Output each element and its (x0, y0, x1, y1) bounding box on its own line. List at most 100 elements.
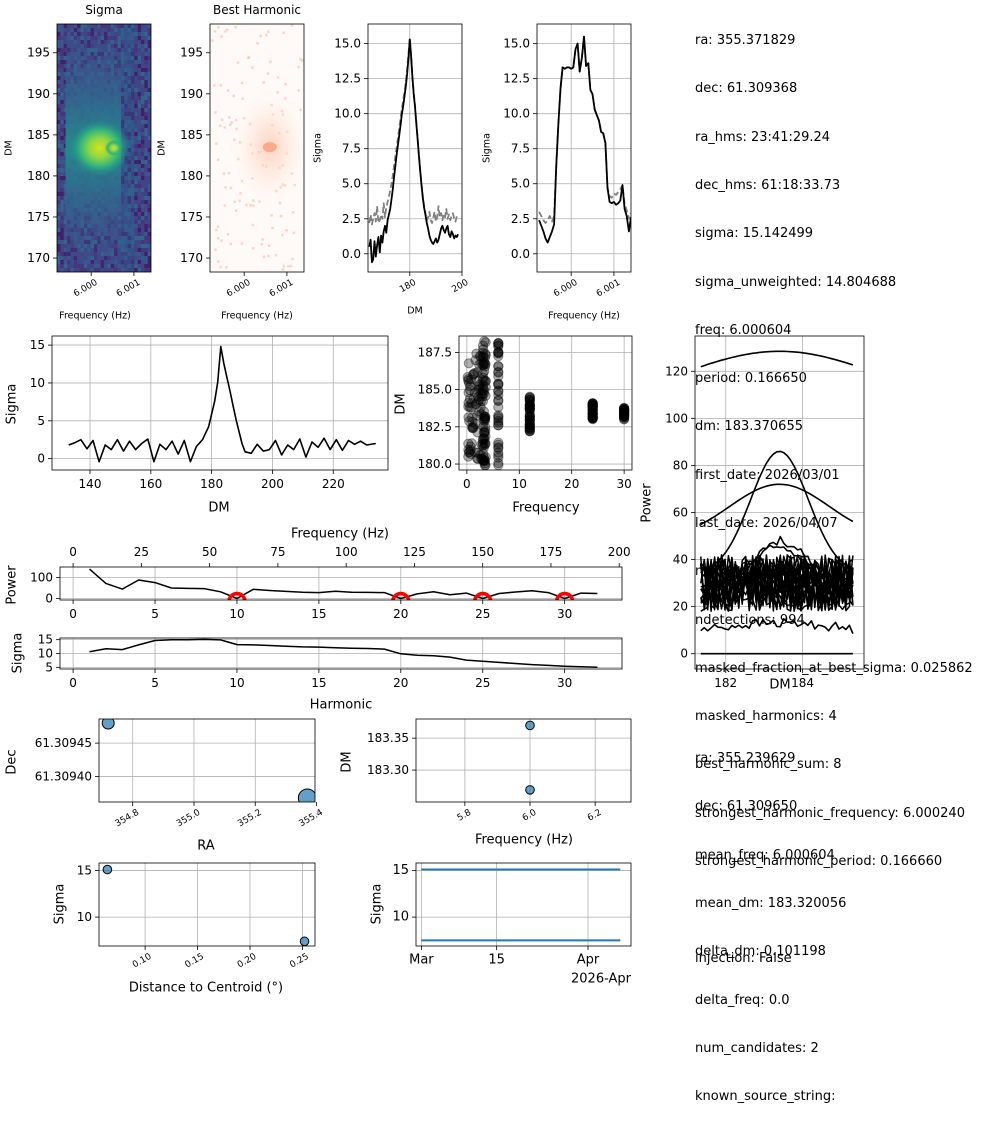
heatmap-cell (144, 44, 148, 49)
heatmap-cell (130, 104, 135, 109)
solid-series (68, 345, 376, 463)
x-tick-label: 0 (463, 477, 471, 491)
heatmap-cell (220, 239, 223, 242)
x-tick-label: 220 (322, 477, 345, 491)
heatmap-cell (144, 184, 148, 189)
heatmap-cell (147, 144, 151, 149)
heatmap-cell (120, 260, 125, 265)
heatmap-cell (141, 252, 145, 257)
y-tick-label: 15 (30, 338, 45, 352)
heatmap-cell (291, 211, 295, 214)
heatmap-cell (141, 212, 145, 217)
heatmap-cell (240, 81, 244, 85)
scatter-point (480, 411, 491, 422)
scatter-point (493, 410, 504, 421)
heatmap-cell (120, 96, 125, 101)
solid-series (89, 638, 598, 669)
heatmap-cell (141, 200, 145, 205)
scatter-point (463, 444, 474, 455)
scatter-point (477, 385, 488, 397)
y-axis-label: Dec (5, 749, 20, 774)
scatter-point (480, 438, 491, 450)
y-tick-label: 80 (673, 458, 688, 472)
heatmap-cell (134, 160, 138, 165)
heatmap-cell (144, 160, 148, 165)
x-tick-label: 20 (393, 676, 408, 690)
heatmap-cell (130, 240, 135, 245)
heatmap-cell (141, 44, 145, 49)
scatter-point (619, 404, 630, 415)
heatmap-cell (127, 96, 131, 101)
heatmap-cell (120, 28, 125, 33)
heatmap-cell (134, 220, 138, 225)
heatmap-cell (147, 136, 151, 141)
heatmap-cell (63, 208, 68, 213)
heatmap-cell (147, 60, 151, 65)
info-line: injection: False (695, 950, 792, 966)
heatmap-cell (130, 32, 135, 37)
x-tick-label: 6.001 (595, 278, 622, 300)
scatter-point (479, 352, 490, 363)
heatmap-cell (127, 176, 131, 181)
heatmap-cell (127, 184, 131, 189)
heatmap-cell (137, 132, 142, 137)
info-line: sigma: 15.142499 (695, 226, 814, 242)
heatmap-cell (144, 84, 148, 89)
heatmap-cell (120, 108, 125, 113)
heatmap-cell (137, 252, 142, 257)
scatter-point (587, 398, 598, 410)
heatmap-cell (211, 39, 214, 42)
x-axis-label: Frequency (Hz) (475, 833, 573, 848)
heatmap-cell (127, 204, 131, 209)
heatmap-cell (144, 28, 148, 33)
heatmap-cell (60, 204, 64, 209)
heatmap-cell (130, 176, 135, 181)
heatmap-cell (124, 220, 128, 225)
scatter-point (619, 405, 630, 416)
heatmap-cell (57, 36, 61, 41)
top-x-tick-label: 0 (69, 545, 77, 559)
heatmap-cell (137, 120, 142, 125)
heatmap-cell (63, 116, 68, 121)
scatter-point (587, 411, 598, 422)
heatmap-cell (144, 144, 148, 149)
heatmap-cell (137, 156, 142, 161)
scatter-point (619, 409, 630, 421)
scatter-point (473, 396, 484, 407)
heatmap-cell (134, 28, 138, 33)
heatmap-cell (57, 140, 61, 145)
y-tick-label: 10.0 (503, 107, 530, 121)
x-tick-label: 200 (450, 278, 470, 295)
heatmap-cell (127, 188, 131, 193)
scatter-point (587, 402, 598, 413)
heatmap-cell (230, 121, 233, 124)
heatmap-cell (137, 164, 142, 169)
scatter-point (619, 410, 630, 421)
scatter-point (480, 438, 491, 449)
heatmap-cell (127, 36, 131, 41)
heatmap-cell (124, 256, 128, 261)
heatmap-cell (137, 88, 142, 93)
heatmap-cell (120, 100, 125, 105)
top-axis-label: Frequency (Hz) (291, 527, 389, 542)
scatter-point (463, 438, 474, 449)
heatmap-cell (144, 188, 148, 193)
heatmap-cell (134, 236, 138, 241)
heatmap-cell (130, 172, 135, 177)
scatter-point (619, 408, 630, 419)
heatmap-cell (134, 176, 138, 181)
heatmap-cell (57, 40, 61, 45)
heatmap-cell (144, 64, 148, 69)
axes-frame (98, 862, 316, 947)
info-line: ra: 355.239629 (695, 751, 796, 767)
heatmap-cell (141, 208, 145, 213)
heatmap-cell (120, 80, 125, 85)
heatmap-cell (144, 256, 148, 261)
heatmap-cell (63, 124, 68, 129)
scatter-point (524, 392, 535, 403)
scatter-point (472, 453, 483, 464)
scatter-point (619, 405, 630, 416)
heatmap-cell (224, 185, 227, 189)
heatmap-cell (144, 248, 148, 253)
heatmap-cell (137, 168, 142, 173)
